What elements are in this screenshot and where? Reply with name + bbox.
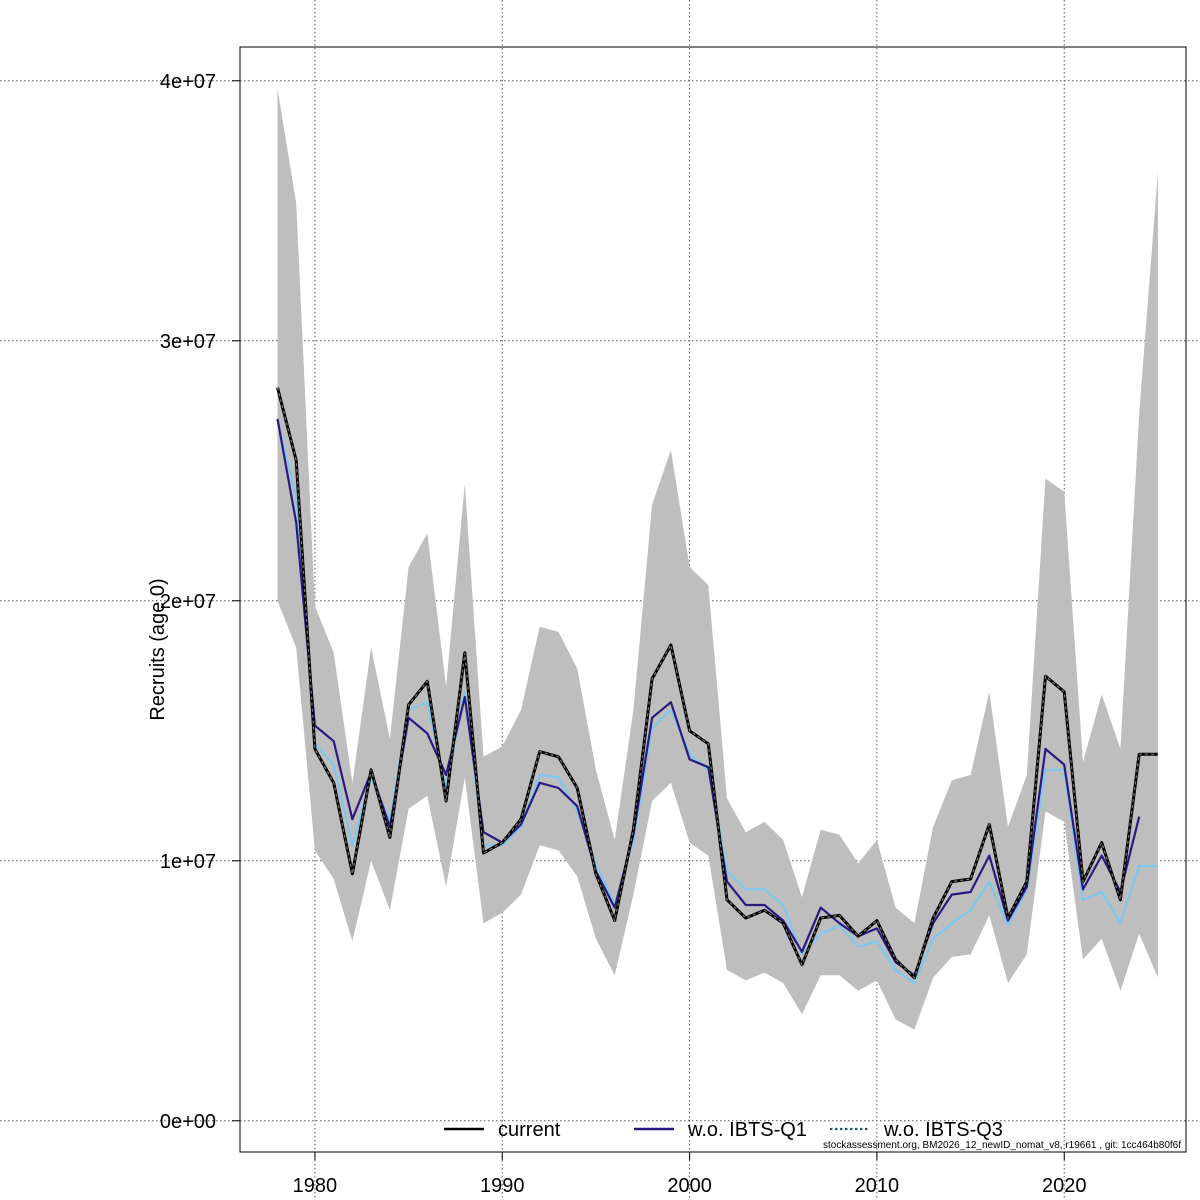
legend-label: w.o. IBTS-Q3 bbox=[883, 1119, 1003, 1141]
x-tick-label: 1990 bbox=[480, 1175, 525, 1197]
confidence-band bbox=[277, 88, 1158, 1030]
y-tick-label: 4e+07 bbox=[160, 71, 216, 93]
legend-label: w.o. IBTS-Q1 bbox=[687, 1119, 807, 1141]
x-tick-label: 1980 bbox=[293, 1175, 338, 1197]
y-tick-label: 2e+07 bbox=[160, 591, 216, 613]
x-tick-label: 2020 bbox=[1042, 1175, 1087, 1197]
series-line-current-overlay bbox=[276, 387, 1158, 979]
y-tick-label: 0e+00 bbox=[160, 1111, 216, 1133]
x-tick-label: 2010 bbox=[855, 1175, 900, 1197]
y-axis: 0e+00 1e+07 2e+07 3e+07 4e+07 bbox=[160, 71, 240, 1133]
legend-label: current bbox=[498, 1119, 561, 1141]
x-axis: 1980 1990 2000 2010 2020 bbox=[293, 1152, 1087, 1197]
legend: current w.o. IBTS-Q1 w.o. IBTS-Q3 bbox=[444, 1119, 1003, 1141]
x-tick-label: 2000 bbox=[667, 1175, 712, 1197]
plot-frame bbox=[239, 46, 1187, 1153]
confidence-band-layer bbox=[277, 88, 1158, 1030]
series-line-w-o-ibts-q1 bbox=[276, 418, 1141, 977]
y-tick-label: 1e+07 bbox=[160, 851, 216, 873]
y-axis-title: Recruits (age 0) bbox=[147, 578, 169, 720]
y-tick-label: 3e+07 bbox=[160, 331, 216, 353]
series-layer bbox=[276, 387, 1158, 985]
footnote: stockassessment.org, BM2026_12_newID_nom… bbox=[823, 1140, 1181, 1151]
